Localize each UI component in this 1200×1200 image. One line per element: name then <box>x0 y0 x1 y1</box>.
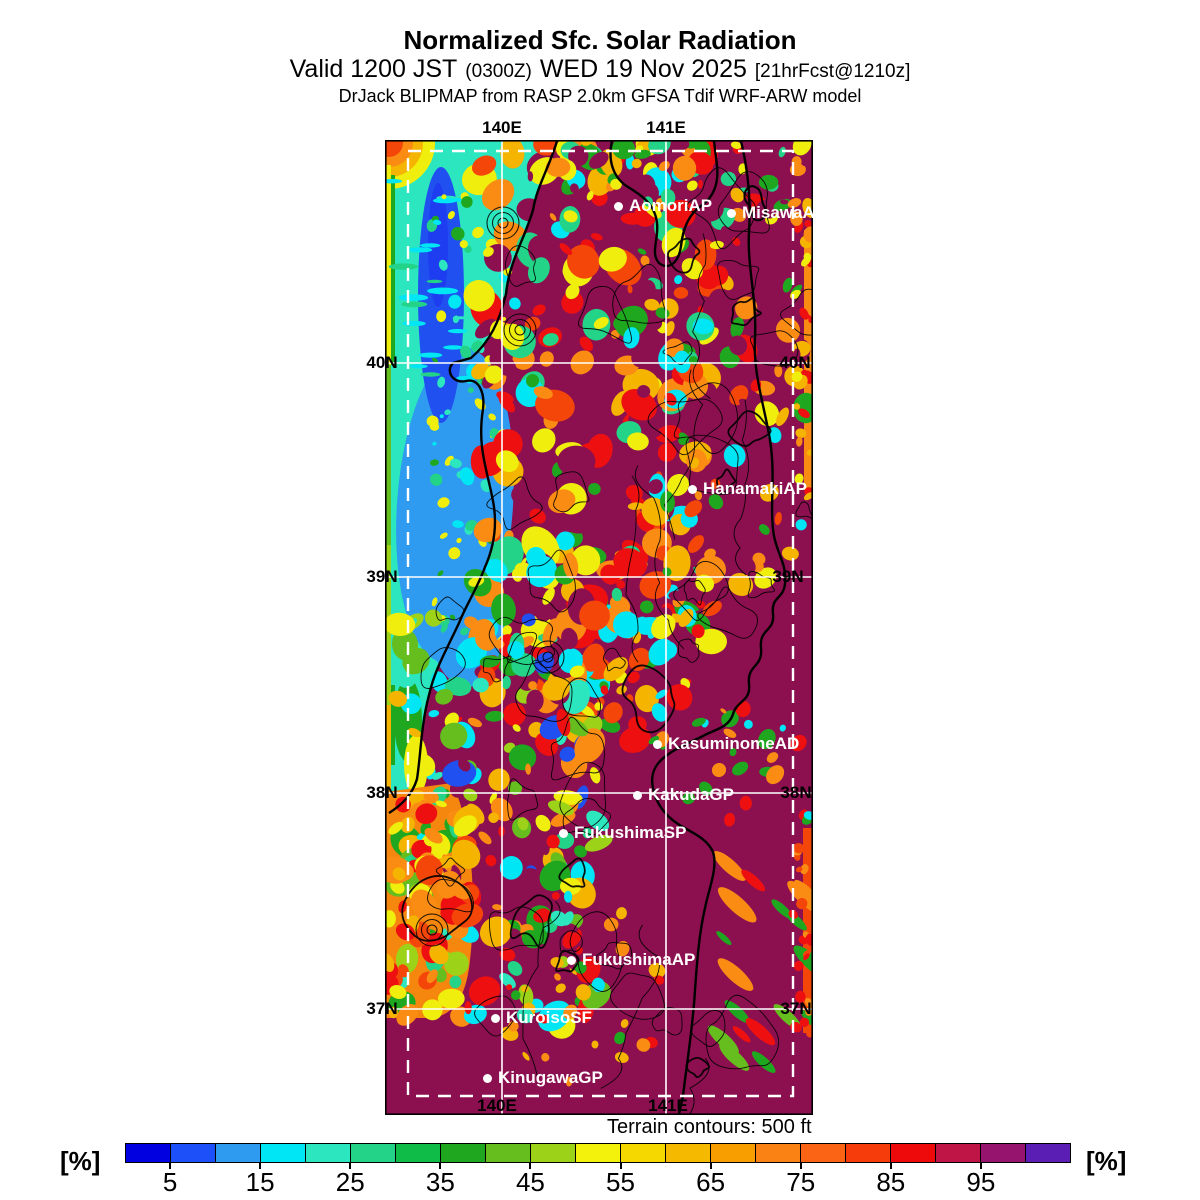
colorbar-segment <box>1025 1144 1070 1162</box>
colorbar-segment <box>395 1144 440 1162</box>
lat-label: 38N <box>780 783 812 802</box>
station-dot <box>688 485 697 494</box>
colorbar-tick-label: 75 <box>786 1167 816 1197</box>
colorbar-tickmark <box>799 1163 802 1169</box>
colorbar-unit-right: [%] <box>1086 1146 1127 1176</box>
colorbar-tick-label: 65 <box>696 1167 726 1197</box>
lat-label: 39N <box>366 567 398 586</box>
valid-zulu: (0300Z) <box>465 61 532 82</box>
colorbar-tick-label: 55 <box>606 1167 635 1197</box>
valid-date: WED 19 Nov 2025 <box>539 55 747 83</box>
colorbar-tickmark <box>349 1163 352 1169</box>
colorbar-tickmark <box>979 1163 982 1169</box>
station-label: AomoriAP <box>629 196 713 215</box>
station-label: FukushimaAP <box>582 950 696 969</box>
colorbar-tick-label: 25 <box>335 1167 365 1197</box>
colorbar-tick-label: 85 <box>876 1167 906 1197</box>
colorbar-tickmark <box>169 1163 172 1169</box>
solar-radiation-map <box>385 140 813 1115</box>
colorbar-segment <box>890 1144 935 1162</box>
station-dot <box>483 1074 492 1083</box>
colorbar-tickmark <box>889 1163 892 1169</box>
colorbar-tickmark <box>619 1163 622 1169</box>
station-label: FukushimaSP <box>574 823 687 842</box>
colorbar-tickmark <box>439 1163 442 1169</box>
lon-label: 140E <box>482 118 522 137</box>
model-line: DrJack BLIPMAP from RASP 2.0km GFSA Tdif… <box>338 86 862 106</box>
colorbar-tick-label: 45 <box>515 1167 545 1197</box>
forecast-offset: [21hrFcst@1210z] <box>754 61 911 82</box>
lat-label: 37N <box>780 999 812 1018</box>
page-title: Normalized Sfc. Solar Radiation <box>403 25 797 55</box>
lon-label: 140E <box>477 1096 517 1115</box>
colorbar-tickmark <box>259 1163 262 1169</box>
station-dot <box>491 1014 500 1023</box>
colorbar-tick-label: 15 <box>245 1167 275 1197</box>
station-dot <box>633 791 642 800</box>
lon-label: 141E <box>646 118 686 137</box>
station-dot <box>727 209 736 218</box>
colorbar-segment <box>485 1144 530 1162</box>
station-label: KinugawaGP <box>498 1068 603 1087</box>
colorbar-segment <box>755 1144 800 1162</box>
colorbar-segment <box>350 1144 395 1162</box>
colorbar-segment <box>530 1144 575 1162</box>
colorbar-segment <box>800 1144 845 1162</box>
station-dot <box>614 202 623 211</box>
colorbar-segment <box>935 1144 980 1162</box>
lat-label: 40N <box>779 353 811 372</box>
station-dot <box>653 740 662 749</box>
colorbar-segment <box>575 1144 620 1162</box>
station-label: KasuminomeAD <box>668 734 800 753</box>
station-label: KakudaGP <box>648 785 734 804</box>
station-label: HanamakiAP <box>703 479 807 498</box>
lat-label: 38N <box>366 783 398 802</box>
valid-prefix: Valid 1200 JST <box>289 55 458 83</box>
colorbar <box>125 1143 1071 1163</box>
colorbar-tickmark <box>529 1163 532 1169</box>
colorbar-segment <box>260 1144 305 1162</box>
colorbar-segment <box>440 1144 485 1162</box>
colorbar-segment <box>215 1144 260 1162</box>
colorbar-segment <box>170 1144 215 1162</box>
colorbar-segment <box>710 1144 755 1162</box>
station-dot <box>559 829 568 838</box>
lon-label: 141E <box>648 1096 688 1115</box>
lat-label: 40N <box>366 353 398 372</box>
colorbar-tick-label: 5 <box>162 1167 178 1197</box>
station-label: KuroisoSF <box>506 1008 592 1027</box>
colorbar-segment <box>305 1144 350 1162</box>
colorbar-segment <box>126 1144 170 1162</box>
colorbar-segment <box>845 1144 890 1162</box>
colorbar-unit-left: [%] <box>60 1146 101 1176</box>
lat-label: 39N <box>772 567 804 586</box>
station-dot <box>567 956 576 965</box>
station-label: MisawaAD <box>742 203 828 222</box>
colorbar-segment <box>665 1144 710 1162</box>
colorbar-tick-label: 35 <box>425 1167 455 1197</box>
valid-line: Valid 1200 JST (0300Z) WED 19 Nov 2025 [21h… <box>0 55 1200 84</box>
terrain-contours-note: Terrain contours: 500 ft <box>607 1116 812 1138</box>
colorbar-segment <box>620 1144 665 1162</box>
colorbar-tick-label: 95 <box>966 1167 996 1197</box>
colorbar-tickmark <box>709 1163 712 1169</box>
colorbar-segment <box>980 1144 1025 1162</box>
lat-label: 37N <box>366 999 398 1018</box>
